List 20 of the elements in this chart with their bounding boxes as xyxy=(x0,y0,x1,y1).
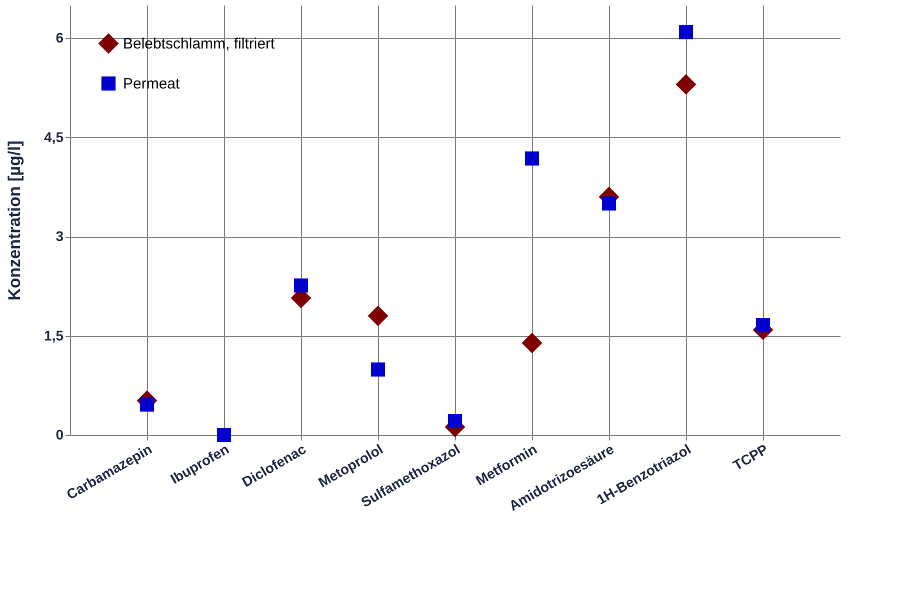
point xyxy=(678,25,694,40)
y-tick-label: 6 xyxy=(56,30,64,46)
point xyxy=(368,306,388,326)
point xyxy=(370,362,386,377)
point xyxy=(756,318,770,332)
y-axis-title: Konzentration [µg/l] xyxy=(5,140,24,300)
y-tick-label: 0 xyxy=(56,426,64,442)
point xyxy=(602,196,616,211)
point xyxy=(294,278,308,293)
point xyxy=(448,414,462,428)
point xyxy=(140,398,154,412)
point xyxy=(522,332,542,354)
point xyxy=(524,151,540,166)
point xyxy=(676,74,696,95)
legend-label: Belebtschlamm, filtriert xyxy=(123,36,276,52)
y-tick-label: 1,5 xyxy=(44,327,64,344)
y-tick-label: 3 xyxy=(56,228,64,244)
legend-label: Permeat xyxy=(123,76,181,92)
point xyxy=(216,428,232,442)
y-tick-label: 4,5 xyxy=(44,128,64,145)
